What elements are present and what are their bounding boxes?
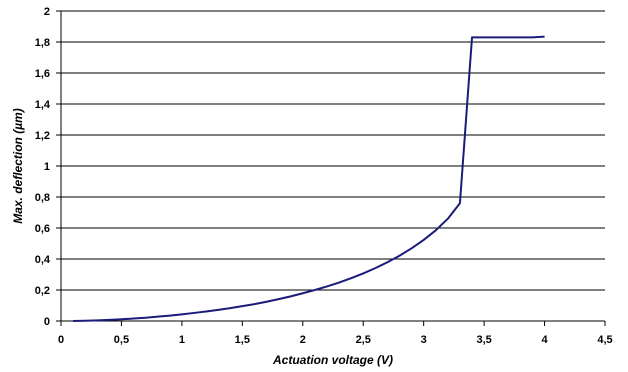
x-tick-labels: 0 0,5 1 1,5 2 2,5 3 3,5 4 4,5 bbox=[58, 334, 613, 346]
y-tick-label-4: 0,8 bbox=[35, 192, 50, 204]
y-tick-label-6: 1,2 bbox=[35, 130, 50, 142]
y-axis-title: Max. deflection (µm) bbox=[11, 108, 25, 224]
y-tick-label-9: 1,8 bbox=[35, 37, 50, 49]
axes bbox=[56, 10, 606, 326]
x-tick-label-3: 1,5 bbox=[235, 334, 250, 346]
series-line-0 bbox=[73, 35, 545, 322]
y-tick-labels: 0 0,2 0,4 0,6 0,8 1 1,2 1,4 1,6 1,8 2 bbox=[35, 6, 51, 328]
y-tick-label-10: 2 bbox=[44, 6, 50, 18]
y-tick-label-1: 0,2 bbox=[35, 285, 50, 297]
x-tick-label-0: 0 bbox=[58, 334, 64, 346]
y-tick-label-7: 1,4 bbox=[35, 99, 51, 111]
x-tick-label-6: 3 bbox=[421, 334, 427, 346]
x-tick-label-7: 3,5 bbox=[476, 334, 491, 346]
y-tick-label-8: 1,6 bbox=[35, 68, 50, 80]
x-tick-label-4: 2 bbox=[300, 334, 306, 346]
x-tick-label-8: 4 bbox=[541, 334, 548, 346]
y-tick-label-5: 1 bbox=[44, 161, 50, 173]
x-tick-label-5: 2,5 bbox=[356, 334, 371, 346]
data-series bbox=[73, 35, 545, 322]
y-tick-label-0: 0 bbox=[44, 316, 50, 328]
y-tick-label-2: 0,4 bbox=[35, 254, 51, 266]
x-axis-title: Actuation voltage (V) bbox=[272, 353, 393, 367]
gridlines bbox=[61, 10, 605, 291]
x-tick-label-1: 0,5 bbox=[114, 334, 129, 346]
x-tick-label-2: 1 bbox=[179, 334, 185, 346]
y-tick-label-3: 0,6 bbox=[35, 223, 50, 235]
x-tick-label-9: 4,5 bbox=[597, 334, 612, 346]
